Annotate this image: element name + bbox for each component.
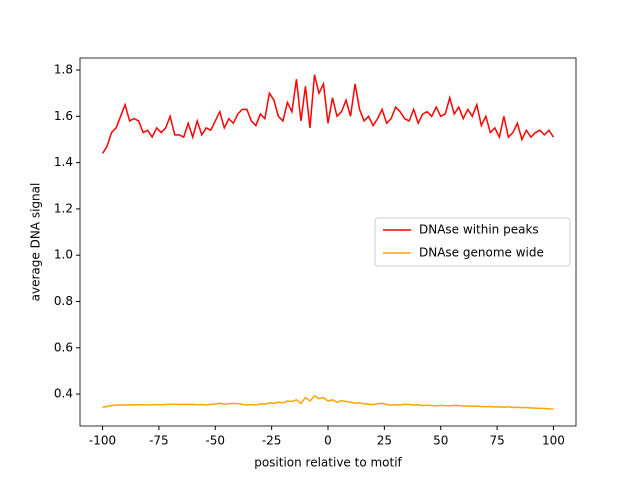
y-tick-label: 1.0: [54, 248, 73, 262]
y-tick-label: 0.8: [54, 294, 73, 308]
x-tick-label: 75: [489, 434, 504, 448]
plot-frame: [79, 57, 577, 427]
legend-label: DNAse within peaks: [419, 223, 539, 237]
y-tick-label: 1.2: [54, 201, 73, 215]
x-tick-label: 100: [542, 434, 565, 448]
x-tick-label: 50: [433, 434, 448, 448]
y-tick-label: 1.8: [54, 63, 73, 77]
x-tick-label: 0: [324, 434, 332, 448]
y-axis-label: average DNA signal: [29, 183, 43, 302]
x-tick-label: -75: [149, 434, 169, 448]
y-tick-label: 0.6: [54, 340, 73, 354]
legend-box: [374, 217, 571, 267]
x-tick-label: -100: [89, 434, 116, 448]
x-tick-label: 25: [377, 434, 392, 448]
y-tick-label: 1.4: [54, 155, 73, 169]
line-series: [101, 74, 555, 154]
y-tick-label: 0.4: [54, 387, 73, 401]
y-tick-label: 1.6: [54, 109, 73, 123]
line-series: [102, 394, 554, 410]
x-tick-label: -50: [205, 434, 225, 448]
x-tick-label: -25: [262, 434, 282, 448]
x-axis-label: position relative to motif: [254, 456, 402, 470]
legend-label: DNAse genome wide: [419, 246, 544, 260]
